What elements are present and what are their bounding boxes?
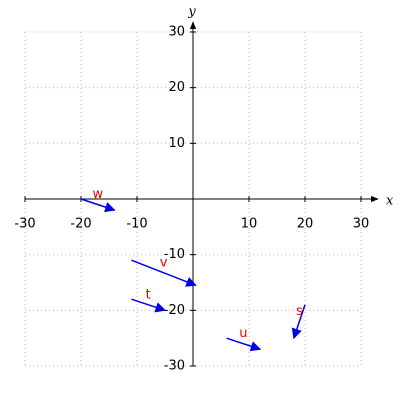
x-tick-label: 20: [297, 217, 314, 232]
y-tick-label: 10: [168, 136, 185, 151]
x-axis-label: x: [386, 194, 394, 209]
vector-label: s: [296, 304, 303, 319]
x-tick-label: 10: [241, 217, 258, 232]
vector-label: v: [160, 255, 168, 270]
vector-arrow: [80, 198, 116, 213]
vector-arrow: [131, 259, 197, 287]
y-tick-label: -30: [164, 359, 185, 374]
y-tick-label: 20: [168, 80, 185, 95]
vector-label: w: [92, 187, 103, 202]
vector-arrow: [131, 298, 166, 313]
x-tick-label: -30: [14, 217, 35, 232]
x-tick-label: 30: [353, 217, 370, 232]
x-tick-label: -10: [126, 217, 147, 232]
vector-arrow: [291, 304, 306, 340]
y-tick-label: -20: [164, 303, 185, 318]
y-axis-label: y: [187, 5, 196, 20]
y-tick-label: 30: [168, 25, 185, 40]
vector-arrow: [226, 337, 262, 352]
vector-label: t: [146, 287, 151, 302]
y-tick-label: -10: [164, 247, 185, 262]
vector-label: u: [239, 326, 247, 341]
x-tick-label: -20: [70, 217, 91, 232]
